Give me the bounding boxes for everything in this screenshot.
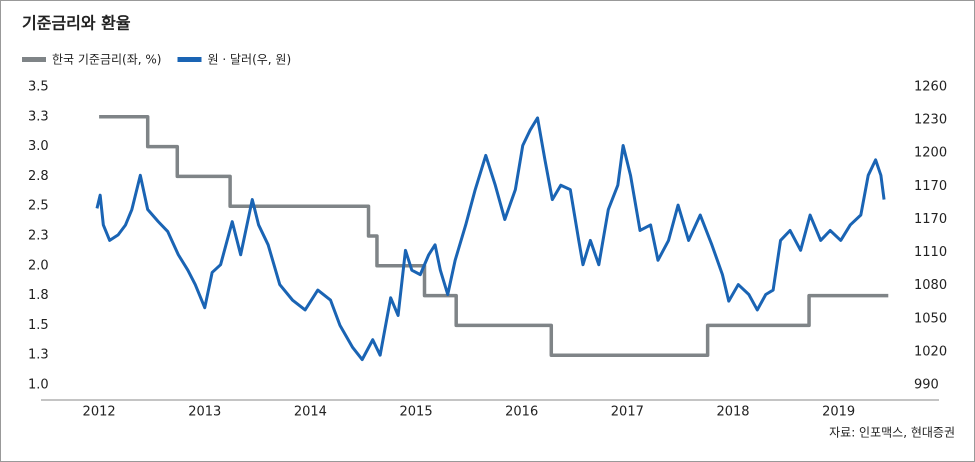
x-tick-label: 2016 (505, 405, 538, 420)
y-tick-label: 2.3 (28, 229, 49, 244)
y2-tick-label: 1170 (914, 179, 947, 194)
y-tick-label: 3.3 (28, 109, 49, 124)
y-tick-label: 1.8 (28, 288, 49, 303)
x-tick-label: 2019 (822, 405, 855, 420)
legend-swatch (177, 57, 202, 62)
legend-label: 원 · 달러(우, 원) (208, 53, 292, 67)
x-tick-label: 2015 (400, 405, 433, 420)
x-tick-label: 2018 (716, 405, 749, 420)
y-tick-label: 2.8 (28, 169, 49, 184)
y-tick-label: 3.0 (28, 139, 49, 154)
legend-swatch (22, 57, 46, 62)
x-tick-label: 2013 (188, 405, 221, 420)
x-tick-label: 2014 (294, 405, 327, 420)
y-tick-label: 2.0 (28, 258, 49, 273)
legend-label: 한국 기준금리(좌, %) (52, 53, 162, 67)
y2-tick-label: 1170 (914, 212, 947, 227)
y2-tick-label: 1230 (914, 113, 947, 128)
y2-tick-label: 1110 (914, 245, 947, 260)
y-tick-label: 2.5 (28, 199, 49, 214)
y-tick-label: 3.5 (28, 80, 49, 95)
y2-tick-label: 1050 (914, 311, 947, 326)
series-line (95, 116, 886, 362)
y2-tick-label: 1080 (914, 278, 947, 293)
chart-title: 기준금리와 환율 (22, 14, 131, 33)
y-tick-label: 1.3 (28, 348, 49, 363)
y2-tick-label: 1020 (914, 344, 947, 359)
y-tick-label: 1.5 (28, 318, 49, 333)
x-tick-label: 2012 (83, 405, 116, 420)
x-tick-label: 2017 (611, 405, 644, 420)
y2-tick-label: 1200 (914, 146, 947, 161)
y-tick-label: 1.0 (28, 378, 49, 393)
y2-tick-label: 1260 (914, 80, 947, 95)
y2-tick-label: 990 (914, 378, 939, 393)
source: 자료: 인포맥스, 현대증권 (829, 426, 955, 440)
series-line (99, 115, 889, 357)
